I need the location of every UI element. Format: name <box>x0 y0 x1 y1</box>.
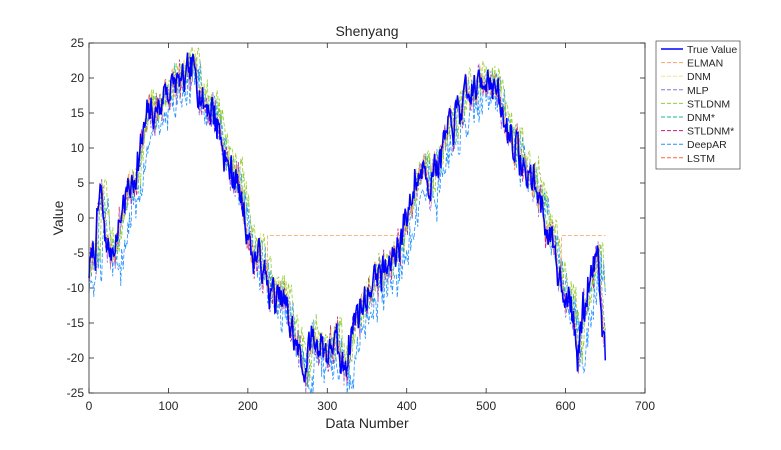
y-tick-label: 15 <box>71 106 85 120</box>
legend-label: ELMAN <box>687 58 723 70</box>
x-tick-label: 200 <box>238 399 258 413</box>
legend-label: DNM <box>687 71 711 83</box>
x-axis-label: Data Number <box>325 415 409 431</box>
x-tick-label: 0 <box>86 399 93 413</box>
x-tick-label: 700 <box>635 399 655 413</box>
y-tick-label: 5 <box>77 176 84 190</box>
legend-label: DeepAR <box>687 139 727 151</box>
y-tick-label: 0 <box>77 211 84 225</box>
x-tick-label: 500 <box>476 399 496 413</box>
y-tick-label: -10 <box>67 281 85 295</box>
series-lines <box>88 45 607 394</box>
y-tick-label: 10 <box>71 141 85 155</box>
chart-title: Shenyang <box>335 23 398 39</box>
legend-label: DNM* <box>687 112 715 124</box>
legend-label: True Value <box>687 44 737 56</box>
x-tick-label: 300 <box>317 399 337 413</box>
y-tick-label: -5 <box>73 246 84 260</box>
y-axis-label: Value <box>50 200 66 235</box>
series-line-dnm- <box>88 52 606 388</box>
series-line-true-value <box>88 52 607 383</box>
y-tick-label: 20 <box>71 71 85 85</box>
legend-label: MLP <box>687 85 709 97</box>
axis-ticks: 0 100 200 300 400 500 600 700 -25 -20 -15 -10 -5 0 5 10… <box>67 36 656 413</box>
plot-area <box>89 43 645 393</box>
legend-label: STLDNM* <box>687 126 734 138</box>
x-tick-label: 600 <box>556 399 576 413</box>
y-tick-label: -20 <box>67 351 85 365</box>
plot-frame <box>88 42 646 394</box>
y-tick-label: -15 <box>67 316 85 330</box>
legend-label: LSTM <box>687 153 715 165</box>
y-tick-label: 25 <box>71 36 85 50</box>
legend-label: STLDNM <box>687 98 730 110</box>
y-tick-label: -25 <box>67 386 85 400</box>
x-tick-label: 400 <box>397 399 417 413</box>
x-tick-label: 100 <box>158 399 178 413</box>
